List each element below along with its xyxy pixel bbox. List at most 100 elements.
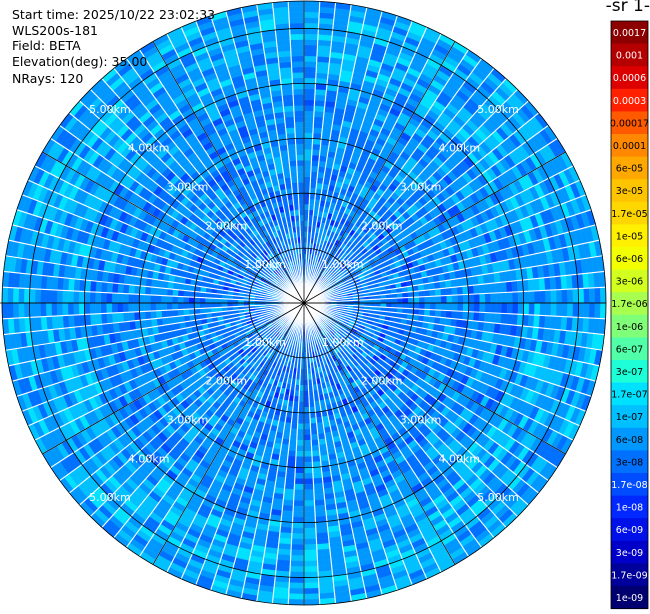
range-gate — [313, 117, 323, 123]
range-gate — [544, 316, 550, 329]
range-gate — [424, 309, 430, 316]
range-gate — [452, 295, 458, 303]
range-gate — [544, 277, 550, 290]
range-gate — [150, 311, 156, 319]
range-gate — [289, 577, 304, 583]
range-gate — [304, 45, 318, 51]
range-gate — [534, 291, 540, 303]
range-gate — [403, 303, 409, 308]
range-gate — [512, 303, 518, 314]
range-gate — [463, 303, 469, 312]
range-gate — [129, 312, 135, 321]
range-gate — [304, 160, 311, 166]
range-gate — [290, 555, 304, 561]
range-gate — [304, 484, 314, 490]
range-gate — [469, 294, 475, 303]
range-gate — [523, 291, 529, 303]
range-gate — [304, 188, 310, 194]
range-gate — [540, 303, 546, 316]
range-gate — [304, 599, 320, 605]
range-gate — [304, 528, 316, 534]
range-gate — [556, 303, 562, 317]
range-gate — [484, 312, 490, 322]
range-gate — [313, 483, 323, 489]
range-gate — [595, 287, 601, 303]
range-gate — [457, 286, 463, 295]
range-gate — [584, 303, 590, 318]
range-gate — [290, 572, 304, 578]
range-gate — [312, 144, 321, 150]
range-gate — [545, 303, 551, 316]
range-gate — [304, 555, 318, 561]
range-gate — [304, 116, 314, 122]
range-gate — [304, 429, 311, 435]
range-gate — [436, 296, 442, 303]
range-gate — [294, 484, 304, 490]
range-gate — [408, 297, 414, 303]
range-gate — [316, 538, 329, 544]
range-gate — [446, 310, 452, 318]
range-gate — [473, 312, 479, 321]
range-gate — [506, 314, 512, 325]
range-gate — [528, 279, 534, 291]
range-gate — [304, 478, 313, 484]
range-gate — [304, 413, 310, 419]
range-gate — [528, 315, 534, 327]
range-gate — [529, 303, 535, 315]
range-gate — [304, 50, 317, 56]
range-gate — [501, 282, 507, 293]
range-gate — [304, 588, 319, 594]
range-gate — [304, 544, 317, 550]
range-gate — [288, 450, 296, 456]
range-gate — [292, 528, 304, 534]
range-gate — [441, 303, 447, 310]
range-gate — [304, 572, 318, 578]
range-gate — [290, 566, 304, 572]
range-gate — [473, 285, 479, 294]
range-gate — [419, 297, 425, 303]
range-gate — [304, 171, 311, 177]
range-gate — [316, 62, 329, 68]
range-gate — [578, 288, 584, 303]
range-gate — [68, 315, 74, 328]
range-gate — [279, 532, 292, 538]
range-gate — [291, 550, 304, 556]
range-gate — [304, 550, 317, 556]
range-gate — [311, 160, 319, 166]
range-gate — [314, 100, 325, 106]
range-gate — [290, 429, 297, 435]
range-gate — [304, 402, 309, 408]
range-gate — [556, 289, 562, 303]
range-gate — [469, 303, 475, 312]
range-gate — [123, 312, 129, 322]
range-gate — [304, 23, 319, 29]
range-gate — [447, 295, 453, 303]
range-gate — [311, 166, 318, 172]
range-gate — [600, 287, 606, 303]
range-gate — [584, 288, 590, 303]
range-gate — [316, 67, 329, 73]
range-gate — [304, 111, 314, 117]
range-gate — [285, 478, 295, 484]
range-gate — [501, 292, 507, 303]
range-gate — [296, 457, 304, 463]
range-gate — [278, 543, 291, 549]
range-gate — [304, 138, 313, 144]
range-gate — [297, 435, 304, 441]
range-gate — [315, 505, 326, 511]
range-gate — [315, 89, 326, 95]
range-gate — [507, 292, 513, 303]
range-gate — [540, 290, 546, 303]
range-gate — [430, 303, 436, 310]
range-gate — [304, 451, 312, 457]
range-gate — [474, 303, 480, 312]
range-gate — [295, 473, 304, 479]
range-gate — [314, 111, 324, 117]
range-gate — [178, 309, 184, 316]
range-gate — [539, 278, 545, 291]
range-gate — [495, 313, 501, 324]
range-gate — [313, 122, 323, 128]
range-gate — [463, 294, 469, 303]
range-gate — [430, 289, 436, 296]
range-gate — [424, 290, 430, 297]
